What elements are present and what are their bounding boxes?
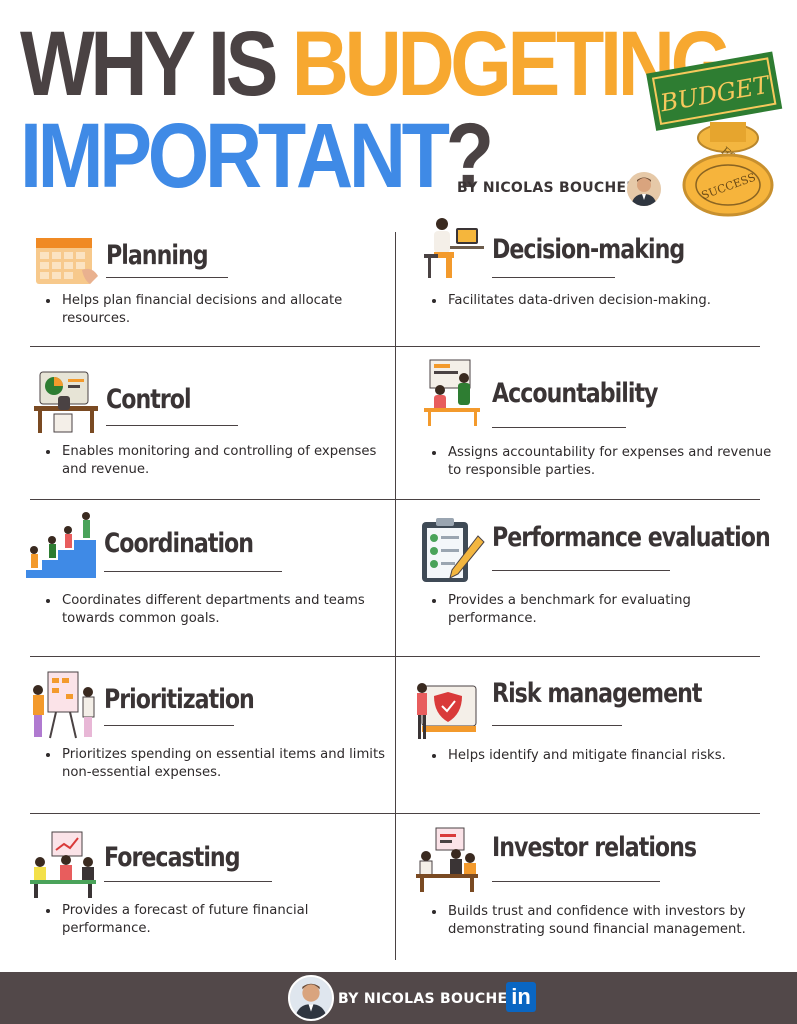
card-title-underline	[492, 277, 615, 278]
card-bullet-list: Facilitates data-driven decision-making.	[420, 292, 776, 310]
card-title-underline	[492, 570, 670, 571]
card-title: Prioritization	[104, 684, 255, 715]
grid-row-divider-1	[30, 346, 760, 347]
card-bullet-list: Provides a forecast of future financial …	[34, 902, 390, 938]
team-stairs-icon	[26, 512, 96, 578]
dashboard-desk-icon	[34, 371, 98, 433]
card-bullet: Builds trust and confidence with investo…	[446, 903, 786, 939]
author-avatar	[627, 172, 661, 206]
title-part-why-is: WHY IS	[20, 13, 292, 115]
card-bullet: Helps plan financial decisions and alloc…	[60, 292, 370, 328]
person-portrait-icon	[290, 977, 332, 1019]
card-title: Risk management	[492, 678, 702, 709]
card-title: Forecasting	[104, 842, 241, 873]
card-bullet-list: Coordinates different departments and te…	[34, 592, 390, 628]
card-bullet-list: Provides a benchmark for evaluating perf…	[420, 592, 776, 628]
title-line-2: IMPORTANT?	[20, 110, 494, 202]
card-decision-making: Decision-making Facilitates data-driven …	[420, 214, 760, 324]
card-risk-management: Risk management Helps identify and mitig…	[414, 676, 754, 796]
card-performance-evaluation: Performance evaluation Provides a benchm…	[420, 516, 771, 636]
card-bullet: Enables monitoring and controlling of ex…	[60, 443, 382, 479]
card-investor-relations: Investor relations Builds trust and conf…	[414, 826, 754, 946]
card-bullet: Coordinates different departments and te…	[60, 592, 390, 628]
card-planning: Planning Helps plan financial decisions …	[34, 226, 374, 336]
title-line-1: WHY IS BUDGETING	[20, 18, 732, 110]
card-title-underline	[492, 881, 660, 882]
card-bullet: Provides a forecast of future financial …	[60, 902, 390, 938]
footer-byline: BY NICOLAS BOUCHER	[338, 991, 519, 1007]
card-title-underline	[104, 571, 282, 572]
card-title-underline	[104, 881, 272, 882]
checklist-clipboard-icon	[422, 518, 485, 582]
shield-monitor-icon	[417, 683, 477, 739]
card-bullet: Facilitates data-driven decision-making.	[446, 292, 776, 310]
footer-author-avatar	[288, 975, 334, 1021]
card-title-underline	[106, 277, 228, 278]
header-byline: BY NICOLAS BOUCHER	[457, 180, 638, 196]
card-bullet-list: Prioritizes spending on essential items …	[34, 746, 400, 782]
card-title: Performance evaluation	[492, 522, 771, 553]
person-portrait-icon	[627, 172, 661, 206]
card-title: Planning	[106, 240, 209, 271]
grid-vertical-divider	[395, 232, 396, 960]
card-bullet: Helps identify and mitigate financial ri…	[446, 747, 776, 765]
title-part-important: IMPORTANT	[20, 105, 450, 207]
card-accountability: Accountability Assigns accountability fo…	[420, 358, 771, 478]
card-title-underline	[492, 725, 622, 726]
card-title: Control	[106, 384, 192, 415]
card-bullet-list: Assigns accountability for expenses and …	[420, 444, 776, 480]
card-forecasting: Forecasting Provides a forecast of futur…	[28, 830, 368, 950]
card-title: Decision-making	[492, 234, 685, 265]
card-title: Accountability	[492, 378, 658, 409]
card-bullet-list: Helps plan financial decisions and alloc…	[34, 292, 370, 328]
card-title-underline	[492, 427, 626, 428]
person-at-desk-icon	[424, 218, 484, 278]
whiteboard-planning-icon	[33, 671, 95, 739]
card-title-underline	[104, 725, 234, 726]
card-title: Investor relations	[492, 832, 697, 863]
card-bullet: Prioritizes spending on essential items …	[60, 746, 400, 782]
card-bullet: Assigns accountability for expenses and …	[446, 444, 776, 480]
card-coordination: Coordination Coordinates different depar…	[22, 510, 365, 630]
investor-meeting-icon	[416, 827, 478, 892]
forecast-meeting-icon	[30, 831, 96, 898]
card-bullet-list: Helps identify and mitigate financial ri…	[420, 747, 776, 765]
card-bullet-list: Builds trust and confidence with investo…	[420, 903, 786, 939]
card-bullet: Provides a benchmark for evaluating perf…	[446, 592, 776, 628]
card-title-underline	[106, 425, 238, 426]
budget-stamp-icon: BUDGET FOR SUCCESS	[646, 51, 783, 217]
team-meeting-icon	[424, 359, 480, 426]
card-bullet-list: Enables monitoring and controlling of ex…	[34, 443, 382, 479]
card-title: Coordination	[104, 528, 254, 559]
card-prioritization: Prioritization Prioritizes spending on e…	[28, 670, 385, 790]
title-question-mark: ?	[445, 105, 494, 207]
grid-row-divider-4	[30, 813, 760, 814]
calendar-icon	[36, 238, 98, 284]
grid-row-divider-3	[30, 656, 760, 657]
linkedin-icon[interactable]: in	[506, 982, 536, 1012]
card-control: Control Enables monitoring and controlli…	[34, 370, 376, 480]
grid-row-divider-2	[30, 499, 760, 500]
footer-bar: BY NICOLAS BOUCHER	[0, 972, 797, 1024]
